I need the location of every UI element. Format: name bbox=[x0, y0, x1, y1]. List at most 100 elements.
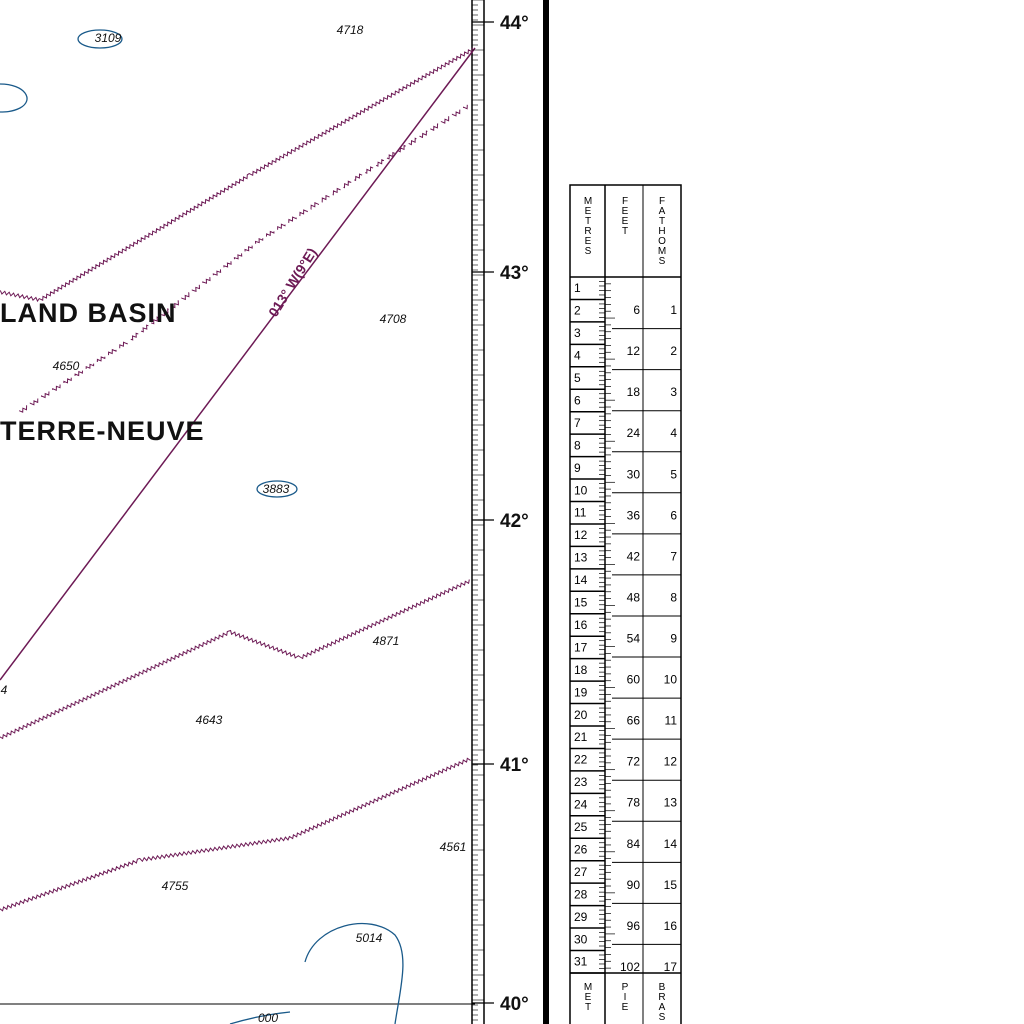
feet-value: 36 bbox=[627, 508, 641, 522]
fathom-value: 4 bbox=[670, 426, 677, 440]
feet-value: 66 bbox=[627, 714, 641, 728]
sounding: 4561 bbox=[440, 840, 467, 854]
fathom-value: 12 bbox=[664, 755, 678, 769]
feet-value: 48 bbox=[627, 590, 641, 604]
table-footer-header: PIE bbox=[620, 982, 631, 1012]
metre-value: 28 bbox=[574, 887, 588, 901]
metre-value: 5 bbox=[574, 371, 581, 385]
fathom-value: 14 bbox=[664, 837, 678, 851]
table-header: METRES bbox=[583, 196, 594, 256]
feet-value: 24 bbox=[627, 426, 641, 440]
metre-value: 1 bbox=[574, 281, 581, 295]
feet-value: 96 bbox=[627, 919, 641, 933]
metre-value: 20 bbox=[574, 708, 588, 722]
bearing-label: 013° W(9°E) bbox=[265, 245, 320, 320]
feet-value: 84 bbox=[627, 837, 641, 851]
metre-value: 14 bbox=[574, 573, 588, 587]
metre-value: 22 bbox=[574, 753, 588, 767]
fathom-value: 6 bbox=[670, 508, 677, 522]
metre-value: 24 bbox=[574, 798, 588, 812]
table-footer-header: MET bbox=[583, 982, 594, 1012]
feet-value: 42 bbox=[627, 549, 641, 563]
latitude-label: 40° bbox=[500, 994, 529, 1015]
metre-value: 4 bbox=[574, 349, 581, 363]
metre-value: 23 bbox=[574, 775, 588, 789]
metre-value: 6 bbox=[574, 393, 581, 407]
fathom-value: 7 bbox=[670, 549, 677, 563]
fathom-value: 17 bbox=[664, 960, 678, 974]
metre-value: 18 bbox=[574, 663, 588, 677]
fathom-value: 15 bbox=[664, 878, 678, 892]
sounding: 3883 bbox=[263, 482, 290, 496]
sounding: 4755 bbox=[162, 879, 189, 893]
fathom-value: 3 bbox=[670, 385, 677, 399]
feet-value: 102 bbox=[620, 960, 640, 974]
table-header: FEET bbox=[620, 196, 631, 236]
metre-value: 13 bbox=[574, 551, 588, 565]
depth-contour bbox=[256, 480, 298, 498]
latitude-label: 44° bbox=[500, 13, 529, 34]
metre-value: 7 bbox=[574, 416, 581, 430]
place-name: LAND BASIN bbox=[0, 298, 177, 328]
table-header: FATHOMS bbox=[657, 196, 668, 266]
fathom-value: 10 bbox=[664, 673, 678, 687]
sounding: 4650 bbox=[53, 359, 80, 373]
fathom-value: 16 bbox=[664, 919, 678, 933]
feet-value: 90 bbox=[627, 878, 641, 892]
sounding: 5014 bbox=[356, 931, 383, 945]
sounding: 4871 bbox=[373, 634, 400, 648]
feet-value: 78 bbox=[627, 796, 641, 810]
feet-value: 6 bbox=[633, 303, 640, 317]
fathom-value: 11 bbox=[665, 714, 678, 728]
fathom-value: 5 bbox=[670, 467, 677, 481]
bearing-line bbox=[0, 47, 476, 681]
fathom-value: 13 bbox=[664, 796, 678, 810]
depth-contour bbox=[229, 1011, 291, 1024]
sounding: 000 bbox=[258, 1011, 278, 1024]
depth-boundary bbox=[0, 579, 470, 740]
conversion-table-frame bbox=[569, 184, 682, 1024]
metre-value: 25 bbox=[574, 820, 588, 834]
sounding: 4 bbox=[1, 683, 8, 697]
sounding: 4718 bbox=[337, 23, 364, 37]
feet-value: 60 bbox=[627, 673, 641, 687]
feet-value: 18 bbox=[627, 385, 641, 399]
metre-value: 10 bbox=[574, 483, 588, 497]
latitude-label: 41° bbox=[500, 755, 529, 776]
depth-boundary bbox=[0, 47, 473, 303]
metre-value: 27 bbox=[574, 865, 588, 879]
fathom-value: 2 bbox=[670, 344, 677, 358]
metre-value: 19 bbox=[574, 685, 588, 699]
sounding: 4708 bbox=[380, 312, 407, 326]
latitude-label: 43° bbox=[500, 263, 529, 284]
fathom-value: 1 bbox=[670, 303, 677, 317]
sounding: 4643 bbox=[196, 713, 223, 727]
metre-value: 9 bbox=[574, 461, 581, 475]
sounding: 3109 bbox=[95, 31, 122, 45]
depth-boundary bbox=[18, 104, 468, 413]
metre-value: 29 bbox=[574, 910, 588, 924]
metre-value: 17 bbox=[574, 640, 588, 654]
fathom-value: 9 bbox=[670, 632, 677, 646]
metre-value: 30 bbox=[574, 932, 588, 946]
metre-value: 15 bbox=[574, 596, 588, 610]
latitude-label: 42° bbox=[500, 511, 529, 532]
fathom-value: 8 bbox=[670, 590, 677, 604]
feet-value: 12 bbox=[627, 344, 641, 358]
metre-value: 21 bbox=[574, 730, 588, 744]
metre-value: 11 bbox=[574, 506, 587, 520]
metre-value: 8 bbox=[574, 438, 581, 452]
table-footer-header: BRAS bbox=[657, 982, 668, 1022]
feet-value: 54 bbox=[627, 632, 641, 646]
feet-value: 30 bbox=[627, 467, 641, 481]
depth-contour bbox=[304, 922, 404, 1024]
feet-value: 72 bbox=[627, 755, 641, 769]
place-name: TERRE-NEUVE bbox=[0, 416, 205, 446]
metre-value: 31 bbox=[574, 955, 588, 969]
metre-value: 16 bbox=[574, 618, 588, 632]
metre-value: 12 bbox=[574, 528, 588, 542]
depth-contour bbox=[0, 83, 28, 113]
metre-value: 26 bbox=[574, 842, 588, 856]
